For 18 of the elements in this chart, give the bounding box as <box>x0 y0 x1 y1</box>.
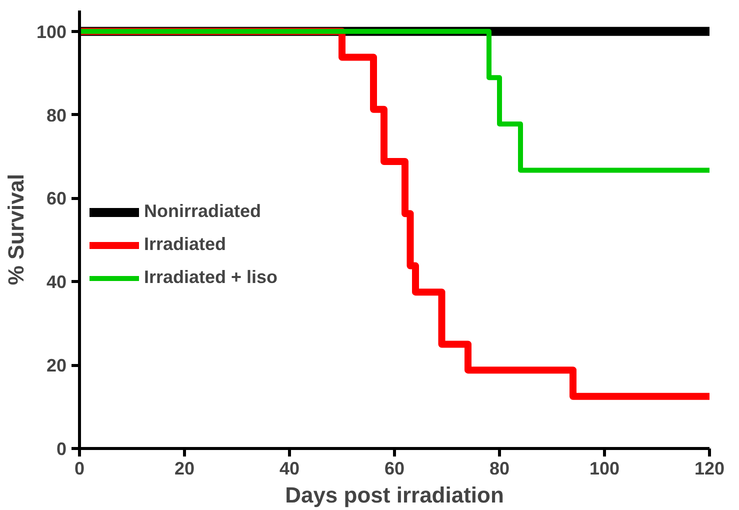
x-tick-label: 80 <box>489 458 510 478</box>
y-tick-label: 80 <box>46 105 67 126</box>
y-tick-label: 0 <box>56 439 67 459</box>
x-axis-title: Days post irradiation <box>285 482 504 508</box>
x-tick-label: 120 <box>694 458 725 478</box>
x-tick-label: 60 <box>384 458 405 478</box>
y-tick-label: 40 <box>46 272 67 292</box>
x-tick-label: 20 <box>174 458 195 478</box>
legend-label: Irradiated + liso <box>144 267 278 288</box>
y-tick-label: 20 <box>46 356 67 376</box>
y-tick-label: 100 <box>36 22 67 42</box>
x-tick-label: 0 <box>74 458 85 478</box>
legend-label: Nonirradiated <box>144 201 262 222</box>
x-tick-label: 100 <box>589 458 620 478</box>
x-tick-label: 40 <box>279 458 300 478</box>
y-tick-label: 60 <box>46 188 67 209</box>
legend-label: Irradiated <box>144 234 226 255</box>
y-axis-title: % Survival <box>3 174 28 286</box>
